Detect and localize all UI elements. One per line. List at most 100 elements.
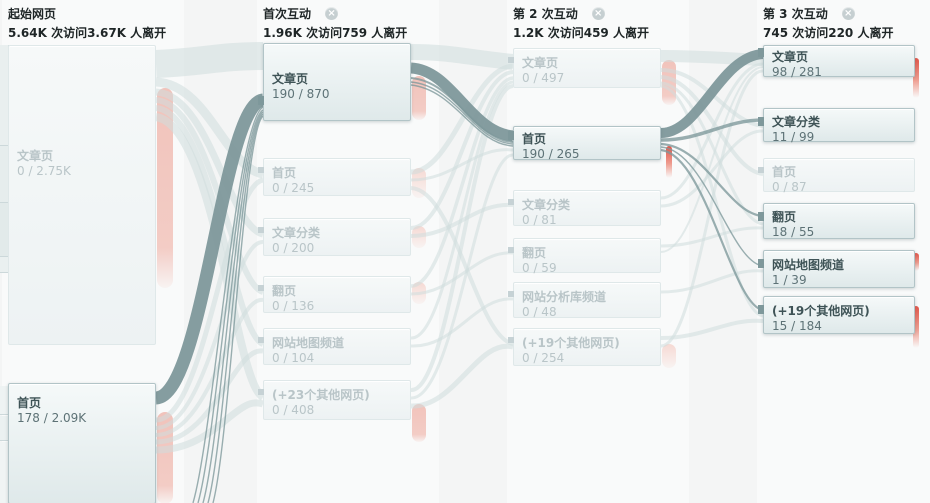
close-step-icon[interactable]: × <box>591 7 605 20</box>
flow-ribbon[interactable] <box>410 186 514 346</box>
node-connector-stub <box>508 291 514 297</box>
flow-ribbon[interactable] <box>155 239 264 430</box>
flow-ribbon[interactable] <box>660 129 764 208</box>
highlighted-flow[interactable] <box>660 118 764 142</box>
node-connector-stub <box>758 167 764 173</box>
node-label: (+19个其他网页) <box>772 304 870 318</box>
node-label: 网站地图频道 <box>772 258 845 272</box>
flow-ribbon[interactable] <box>660 66 764 253</box>
node-label: 网站分析库频道 <box>522 290 607 304</box>
column-subtitle: 1.96K 次访问759 人离开 <box>263 26 408 40</box>
flow-ribbon[interactable] <box>410 70 514 230</box>
node-value: 178 / 2.09K <box>17 411 87 425</box>
highlighted-flow[interactable] <box>660 148 764 312</box>
flow-ribbon[interactable] <box>410 148 514 182</box>
column-subtitle: 5.64K 次访问3.67K 人离开 <box>8 26 167 40</box>
flow-node[interactable]: 翻页 0 / 59 <box>508 238 661 275</box>
flow-node[interactable]: 首页 0 / 87 <box>758 158 915 194</box>
flow-ribbon[interactable] <box>155 399 265 454</box>
flow-ribbon[interactable] <box>410 76 514 288</box>
flow-node[interactable]: 网站地图频道 0 / 104 <box>258 328 411 365</box>
flow-ribbon[interactable] <box>410 44 514 70</box>
node-value: 0 / 408 <box>272 403 315 417</box>
node-connector-stub <box>758 117 764 126</box>
node-label: 文章页 <box>17 149 54 163</box>
node-value: 190 / 265 <box>522 147 580 161</box>
node-value: 0 / 104 <box>272 351 315 365</box>
flow-node[interactable]: 网站地图频道 1 / 39 <box>758 250 915 288</box>
highlighted-flow[interactable] <box>197 109 264 503</box>
flow-ribbon[interactable] <box>410 153 514 400</box>
column-title-row: 第 2 次互动 × <box>513 5 723 22</box>
column-title: 第 3 次互动 <box>763 7 828 21</box>
flow-node[interactable]: 文章分类 0 / 81 <box>508 190 661 227</box>
flow-node[interactable]: 文章分类 0 / 200 <box>258 218 411 256</box>
flow-ribbon[interactable] <box>155 348 264 445</box>
highlighted-flow[interactable] <box>202 111 264 503</box>
node-connector-stub <box>508 337 514 343</box>
column-header: 首次互动 × 1.96K 次访问759 人离开 <box>263 5 473 41</box>
flow-ribbon[interactable] <box>660 269 764 294</box>
node-connector-stub <box>758 305 764 314</box>
node-value: 190 / 870 <box>272 87 330 101</box>
node-connector-stub <box>258 389 264 395</box>
flow-node[interactable]: (+19个其他网页) 0 / 254 <box>508 328 661 366</box>
flow-ribbon[interactable] <box>660 69 764 348</box>
flow-ribbon[interactable] <box>660 84 764 318</box>
highlighted-flow[interactable] <box>212 115 264 503</box>
dropoff-bar <box>157 88 173 288</box>
node-label: (+19个其他网页) <box>522 336 620 350</box>
flow-ribbon[interactable] <box>410 63 514 175</box>
node-value: 18 / 55 <box>772 225 815 239</box>
highlighted-flow[interactable] <box>660 146 764 267</box>
flow-node[interactable]: 文章页 0 / 2.75K <box>8 45 156 345</box>
node-label: 翻页 <box>272 284 297 298</box>
close-step-icon[interactable]: × <box>325 7 339 20</box>
node-value: 1 / 39 <box>772 273 807 287</box>
flow-node[interactable]: 首页 190 / 265 <box>508 126 661 161</box>
flow-node[interactable]: 首页 178 / 2.09K <box>8 383 156 503</box>
node-label: 首页 <box>522 132 547 146</box>
node-value: 0 / 48 <box>522 305 557 319</box>
highlighted-flow[interactable] <box>660 49 764 138</box>
close-step-icon[interactable]: × <box>841 7 855 20</box>
highlighted-flow[interactable] <box>153 93 266 405</box>
flow-ribbon[interactable] <box>155 88 265 238</box>
node-label: 网站地图频道 <box>272 336 345 350</box>
node-value: 0 / 87 <box>772 180 807 194</box>
flow-ribbon[interactable] <box>410 80 514 340</box>
flow-node[interactable]: 文章分类 11 / 99 <box>758 108 915 144</box>
flow-node[interactable]: (+23个其他网页) 0 / 408 <box>258 380 411 420</box>
flow-node[interactable]: 网站分析库频道 0 / 48 <box>508 282 661 319</box>
highlighted-flow[interactable] <box>660 142 764 218</box>
node-value: 0 / 81 <box>522 213 557 227</box>
flow-node[interactable]: 翻页 0 / 136 <box>258 276 411 313</box>
flow-node[interactable]: 文章页 98 / 281 <box>758 45 915 79</box>
flow-ribbon[interactable] <box>154 113 266 401</box>
node-connector-stub <box>758 212 764 221</box>
flow-node[interactable]: 文章页 0 / 497 <box>508 48 661 88</box>
highlighted-flow[interactable] <box>410 81 514 145</box>
column-title-row: 首次互动 × <box>263 5 473 22</box>
flow-ribbon[interactable] <box>410 297 514 348</box>
flow-ribbon[interactable] <box>410 251 514 296</box>
highlighted-flow[interactable] <box>410 62 514 142</box>
highlighted-flow[interactable] <box>207 113 264 503</box>
flow-ribbon[interactable] <box>410 202 514 238</box>
highlighted-flow[interactable] <box>410 77 514 143</box>
flow-node[interactable]: (+19个其他网页) 15 / 184 <box>758 296 915 334</box>
column-title: 首次互动 <box>263 7 312 21</box>
highlighted-flow[interactable] <box>192 106 264 503</box>
flow-ribbon[interactable] <box>155 177 265 423</box>
flow-ribbon[interactable] <box>410 84 514 393</box>
flow-node[interactable]: 文章页 190 / 870 <box>258 43 411 121</box>
flow-node[interactable]: 翻页 18 / 55 <box>758 203 915 239</box>
node-label: 首页 <box>272 166 297 180</box>
flow-node[interactable]: 首页 0 / 245 <box>258 158 411 196</box>
highlighted-flow[interactable] <box>410 84 514 147</box>
flow-ribbon[interactable] <box>660 81 764 226</box>
flow-ribbon[interactable] <box>155 42 264 78</box>
flow-ribbon[interactable] <box>410 343 514 409</box>
